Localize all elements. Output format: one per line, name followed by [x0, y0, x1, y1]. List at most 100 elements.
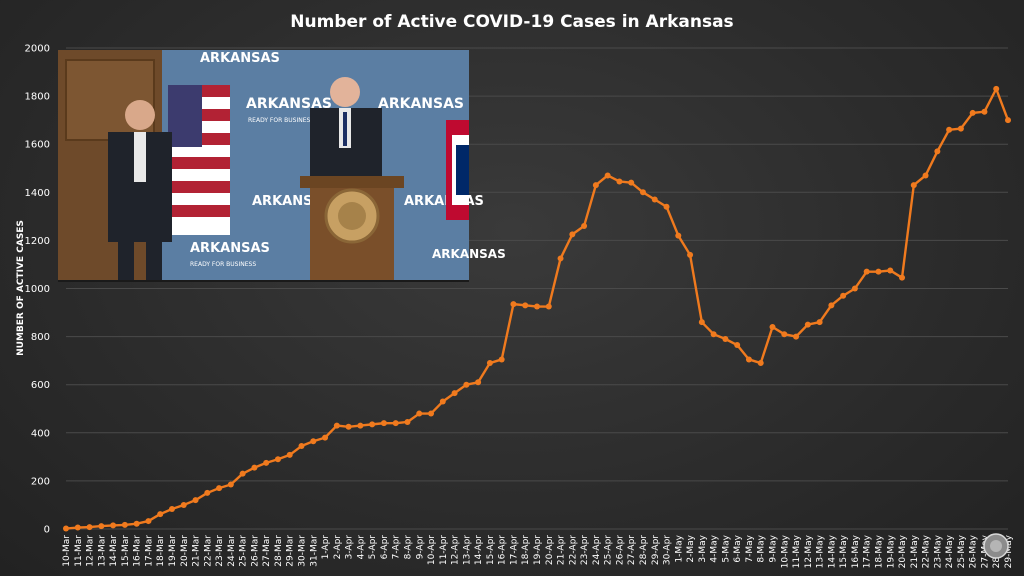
- data-point: [63, 525, 69, 532]
- x-tick-label: 13-Mar: [97, 535, 107, 567]
- x-tick-label: 23-May: [933, 534, 943, 568]
- data-point: [651, 196, 658, 203]
- data-point: [322, 434, 329, 441]
- backdrop-text-1: ARKANSAS: [200, 51, 280, 66]
- podium: [300, 176, 404, 280]
- x-tick-label: 16-Mar: [133, 535, 143, 567]
- data-point: [180, 501, 187, 508]
- data-point: [204, 489, 211, 496]
- data-point: [663, 203, 670, 210]
- data-point: [899, 274, 906, 281]
- x-tick-label: 31-Mar: [309, 535, 319, 567]
- x-tick-label: 14-Mar: [109, 535, 119, 567]
- x-tick-label: 28-Mar: [274, 535, 284, 567]
- x-tick-label: 6-May: [733, 534, 743, 562]
- data-point: [439, 398, 446, 405]
- data-point: [263, 459, 270, 466]
- x-tick-label: 11-Apr: [439, 535, 449, 565]
- x-tick-label: 5-May: [721, 534, 731, 562]
- x-tick-label: 22-Mar: [203, 535, 213, 567]
- arkansas-flag-icon: [446, 120, 469, 220]
- data-point: [86, 524, 93, 531]
- data-point: [286, 451, 293, 458]
- x-tick-label: 27-Apr: [627, 535, 637, 565]
- seal-watermark-icon: [983, 533, 1009, 559]
- x-tick-label: 29-Mar: [286, 535, 296, 567]
- data-point: [675, 232, 682, 239]
- data-point: [345, 423, 352, 430]
- y-tick-label: 1800: [25, 92, 50, 103]
- x-tick-label: 1-May: [674, 534, 684, 562]
- chart-title: Number of Active COVID-19 Cases in Arkan…: [290, 12, 733, 32]
- x-tick-label: 29-May: [1004, 534, 1014, 568]
- data-point: [392, 420, 399, 427]
- x-tick-label: 17-Mar: [144, 535, 154, 567]
- data-point: [416, 410, 423, 417]
- data-point: [804, 321, 811, 328]
- data-point: [498, 356, 505, 363]
- x-tick-label: 8-May: [757, 534, 767, 562]
- data-point: [840, 292, 847, 299]
- data-point: [604, 172, 611, 179]
- data-point: [534, 303, 540, 310]
- x-tick-label: 25-Apr: [604, 535, 614, 565]
- x-tick-label: 17-Apr: [509, 535, 519, 565]
- data-point: [121, 521, 128, 528]
- data-point: [639, 189, 646, 196]
- data-point: [687, 251, 694, 258]
- data-point: [133, 520, 140, 527]
- x-tick-label: 24-May: [945, 534, 955, 568]
- backdrop-text-7: ARKANSAS: [432, 247, 506, 261]
- x-tick-label: 15-Mar: [121, 535, 131, 567]
- x-tick-label: 2-Apr: [333, 535, 343, 560]
- x-tick-label: 26-Apr: [615, 535, 625, 565]
- y-tick-label: 400: [31, 428, 50, 439]
- data-point: [592, 182, 599, 189]
- x-tick-label: 30-Apr: [663, 535, 673, 565]
- x-tick-label: 3-May: [698, 534, 708, 562]
- x-tick-label: 20-May: [898, 534, 908, 568]
- data-point: [628, 179, 635, 186]
- data-point: [957, 125, 964, 132]
- data-point: [239, 470, 246, 477]
- data-point: [451, 390, 458, 397]
- x-tick-label: 24-Apr: [592, 535, 602, 565]
- x-tick-label: 15-Apr: [486, 535, 496, 565]
- backdrop-text-3: ARKANSAS: [378, 96, 464, 112]
- data-point: [745, 356, 752, 363]
- data-point: [993, 85, 1000, 92]
- data-point: [463, 381, 470, 388]
- data-point: [757, 360, 764, 367]
- y-tick-label: 2000: [25, 44, 50, 55]
- x-tick-label: 10-May: [780, 534, 790, 568]
- data-point: [946, 126, 953, 133]
- data-point: [98, 523, 105, 530]
- data-point: [934, 148, 941, 155]
- data-point: [310, 438, 317, 445]
- x-tick-label: 9-May: [769, 534, 779, 562]
- x-tick-label: 24-Mar: [227, 535, 237, 567]
- x-tick-label: 12-May: [804, 534, 814, 568]
- data-point: [522, 302, 529, 309]
- y-tick-label: 600: [31, 380, 50, 391]
- x-tick-label: 20-Mar: [180, 535, 190, 567]
- data-point: [369, 421, 376, 428]
- y-tick-label: 800: [31, 332, 50, 343]
- x-tick-label: 19-Apr: [533, 535, 543, 565]
- x-tick-label: 11-May: [792, 534, 802, 568]
- x-tick-label: 7-Apr: [392, 535, 402, 560]
- x-tick-label: 2-May: [686, 534, 696, 562]
- data-point: [969, 109, 976, 116]
- data-point: [569, 231, 576, 238]
- data-point: [828, 302, 835, 309]
- data-point: [922, 172, 929, 179]
- y-tick-layer: 0 200 400 600 800 1000 1200 1400 1600 1800 2000: [25, 44, 50, 536]
- data-point: [887, 267, 894, 274]
- data-point: [781, 331, 788, 338]
- data-point: [274, 456, 281, 463]
- data-point: [380, 420, 387, 427]
- data-point: [145, 518, 152, 525]
- data-point: [251, 464, 258, 471]
- x-tick-label: 13-Apr: [462, 535, 472, 565]
- x-tick-label: 25-May: [957, 534, 967, 568]
